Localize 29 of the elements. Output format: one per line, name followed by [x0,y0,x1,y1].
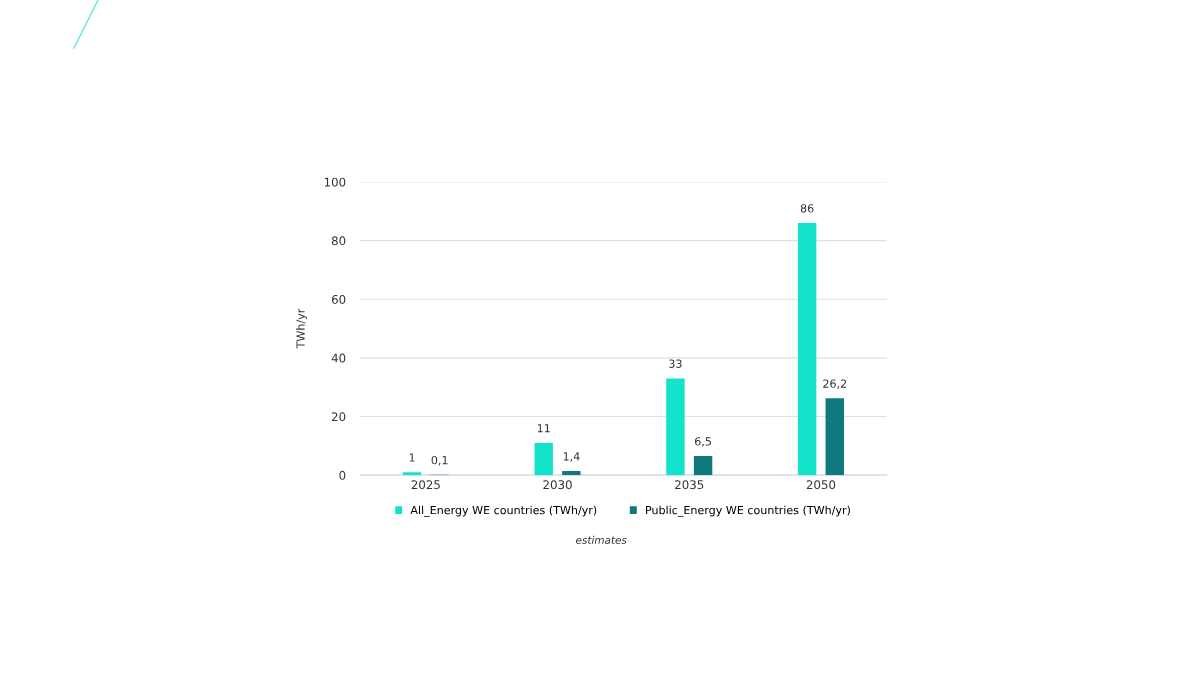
data-label: 33 [669,359,682,368]
data-label: 1 [409,453,415,462]
legend-label: Public_Energy WE countries (TWh/yr) [646,505,850,517]
bar [825,398,844,476]
bar [666,378,685,476]
x-tick-label: 2050 [806,480,836,490]
bar [562,471,581,476]
bar [693,456,713,476]
data-label: 6,5 [695,437,711,447]
data-label: 11 [537,424,550,433]
data-label: 86 [800,204,814,213]
y-tick-label: 80 [331,236,346,246]
bar [534,442,553,476]
data-label: 1,4 [563,452,580,462]
bar [402,472,422,476]
y-tick-label: 0 [339,470,346,480]
x-tick-label: 2035 [675,480,704,490]
y-tick-label: 20 [331,412,346,422]
text: estimates [576,535,627,544]
bar [797,223,817,476]
data-label: 26,2 [823,379,847,389]
y-tick-label: 60 [331,294,346,304]
x-tick-label: 2030 [543,480,572,490]
data-label: 0,1 [431,455,448,466]
y-axis-title: TWh/yr [296,308,307,349]
legend-label: All_Energy WE countries (TWh/yr) [410,505,597,517]
y-tick-label: 100 [324,177,346,187]
y-tick-label: 40 [331,353,346,363]
x-tick-label: 2025 [411,480,440,490]
